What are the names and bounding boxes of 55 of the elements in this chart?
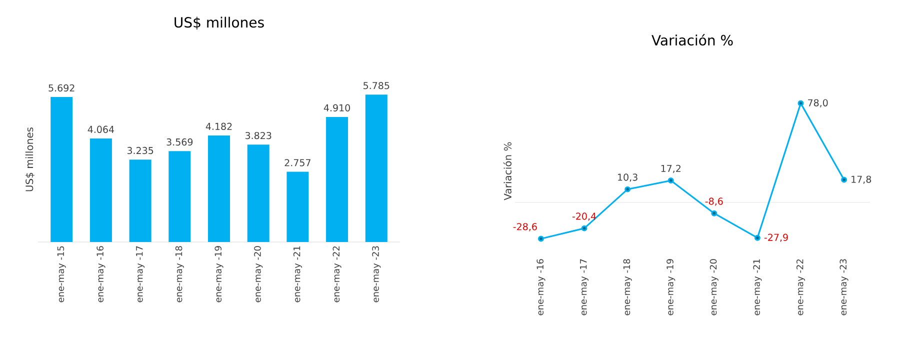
bar [247, 144, 270, 242]
data-label: 17,2 [661, 164, 680, 174]
data-label: -20,4 [572, 212, 596, 221]
data-label: 4.182 [206, 122, 232, 130]
x-tick-label: ene-may -21 [753, 259, 762, 316]
bar [50, 97, 73, 242]
data-label: 3.823 [245, 132, 272, 140]
data-label: 4.910 [324, 104, 350, 112]
data-label: 4.064 [88, 126, 114, 133]
point [754, 234, 760, 241]
x-tick-label: ene-may -16 [96, 246, 106, 302]
x-tick-label: ene-may -23 [840, 259, 848, 316]
x-tick-label: ene-may -20 [254, 246, 263, 302]
data-label: 10,3 [618, 174, 638, 182]
x-tick-label: ene-may -17 [136, 246, 145, 302]
x-tick-label: ene-may -16 [536, 259, 546, 316]
x-tick-label: ene-may -15 [57, 246, 66, 302]
x-tick-label: ene-may -19 [214, 246, 224, 302]
bar [326, 116, 348, 242]
point [711, 210, 718, 216]
point [538, 236, 544, 242]
bar [208, 136, 230, 242]
chart-title: US$ millones [174, 16, 264, 30]
chart-title: Variación % [652, 34, 733, 46]
y-axis-title: Variación % [503, 142, 512, 200]
x-tick-label: ene-may -23 [372, 246, 381, 302]
point [581, 225, 588, 232]
x-tick-label: ene-may -22 [796, 259, 806, 316]
bar [168, 151, 191, 242]
bar [365, 94, 388, 242]
data-label: 78,0 [808, 99, 828, 108]
data-label: -27,9 [764, 234, 788, 242]
bar [286, 172, 309, 242]
x-tick-label: ene-may -22 [332, 246, 342, 302]
data-label: 3.235 [127, 146, 154, 154]
point [668, 178, 674, 184]
data-label: 5.692 [48, 84, 74, 92]
x-tick-label: ene-may -17 [580, 259, 588, 316]
point [798, 100, 804, 106]
point [624, 186, 631, 192]
x-tick-label: ene-may -19 [666, 259, 676, 316]
data-label: 2.757 [284, 159, 310, 166]
y-axis-title: US$ millones [25, 127, 34, 192]
bar [90, 138, 112, 242]
data-label: -28,6 [513, 223, 537, 232]
data-label: 5.785 [364, 82, 390, 90]
x-tick-label: ene-may -21 [293, 246, 302, 302]
data-label: -8,6 [705, 198, 723, 206]
bar [129, 160, 152, 242]
point [841, 176, 848, 183]
x-tick-label: ene-may -18 [623, 259, 632, 316]
x-tick-label: ene-may -20 [710, 259, 718, 316]
data-label: 3.569 [166, 138, 193, 146]
x-tick-label: ene-may -18 [175, 246, 184, 302]
data-label: 17,8 [852, 176, 872, 184]
